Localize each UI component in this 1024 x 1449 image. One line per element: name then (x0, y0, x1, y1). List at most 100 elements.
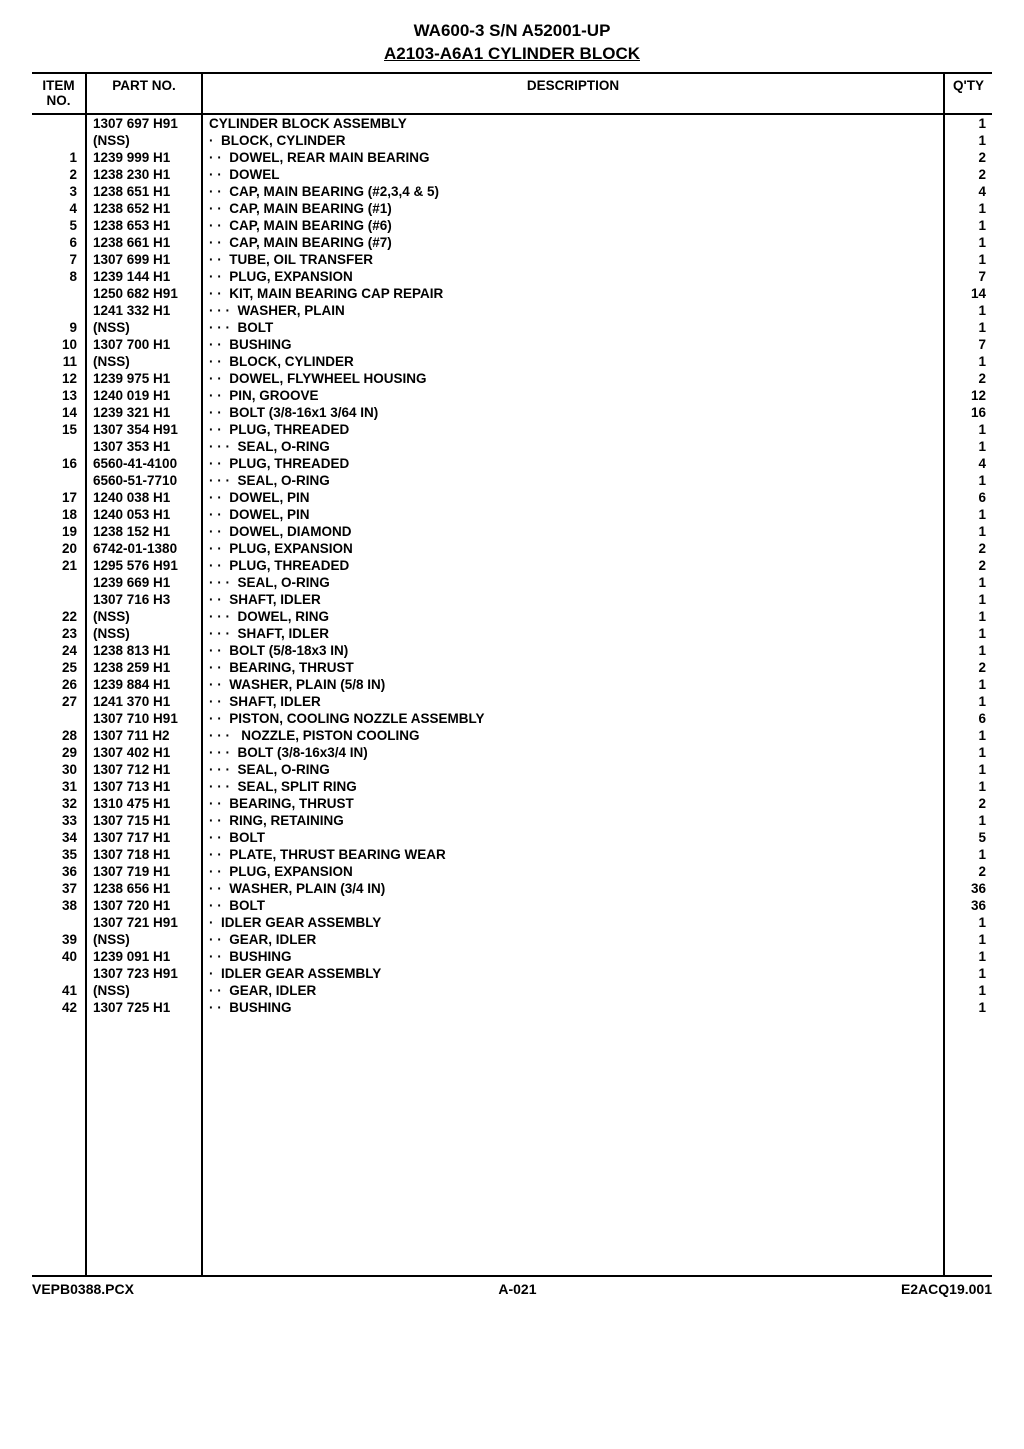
cell-description: PLUG, EXPANSION (202, 863, 944, 880)
parts-table: ITEMNO. PART NO. DESCRIPTION Q'TY 1307 6… (32, 72, 992, 1277)
cell-item-no: 1 (32, 149, 86, 166)
cell-part-no: 1238 259 H1 (86, 659, 202, 676)
cell-description: PLUG, THREADED (202, 455, 944, 472)
table-row: 21238 230 H1DOWEL2 (32, 166, 992, 183)
cell-part-no: 6560-51-7710 (86, 472, 202, 489)
cell-part-no: 1295 576 H91 (86, 557, 202, 574)
cell-part-no: 1238 813 H1 (86, 642, 202, 659)
cell-part-no: 1307 723 H91 (86, 965, 202, 982)
cell-part-no: (NSS) (86, 353, 202, 370)
cell-qty: 1 (944, 200, 992, 217)
cell-qty: 1 (944, 965, 992, 982)
table-row: 401239 091 H1BUSHING1 (32, 948, 992, 965)
cell-part-no: 1239 669 H1 (86, 574, 202, 591)
table-row: 1239 669 H1SEAL, O-RING1 (32, 574, 992, 591)
cell-description: SEAL, O-RING (202, 472, 944, 489)
table-row: 341307 717 H1BOLT5 (32, 829, 992, 846)
cell-qty: 2 (944, 540, 992, 557)
cell-qty: 1 (944, 132, 992, 149)
cell-qty: 36 (944, 897, 992, 914)
cell-part-no: 1307 720 H1 (86, 897, 202, 914)
table-row: 321310 475 H1BEARING, THRUST2 (32, 795, 992, 812)
table-row: 41238 652 H1CAP, MAIN BEARING (#1)1 (32, 200, 992, 217)
cell-qty: 14 (944, 285, 992, 302)
cell-description: BEARING, THRUST (202, 795, 944, 812)
cell-item-no: 23 (32, 625, 86, 642)
table-row: 261239 884 H1WASHER, PLAIN (5/8 IN)1 (32, 676, 992, 693)
table-row: 51238 653 H1CAP, MAIN BEARING (#6)1 (32, 217, 992, 234)
cell-qty: 2 (944, 149, 992, 166)
cell-description: BOLT (202, 319, 944, 336)
cell-item-no: 8 (32, 268, 86, 285)
cell-item-no: 37 (32, 880, 86, 897)
cell-item-no: 24 (32, 642, 86, 659)
cell-qty: 2 (944, 795, 992, 812)
table-row: 9(NSS)BOLT1 (32, 319, 992, 336)
cell-item-no: 11 (32, 353, 86, 370)
cell-qty: 1 (944, 217, 992, 234)
cell-description: CAP, MAIN BEARING (#6) (202, 217, 944, 234)
cell-part-no: 1241 332 H1 (86, 302, 202, 319)
cell-item-no (32, 132, 86, 149)
cell-part-no: 1239 321 H1 (86, 404, 202, 421)
cell-qty: 1 (944, 846, 992, 863)
table-row: 1307 723 H91IDLER GEAR ASSEMBLY1 (32, 965, 992, 982)
cell-description: CAP, MAIN BEARING (#1) (202, 200, 944, 217)
table-row: 1241 332 H1WASHER, PLAIN1 (32, 302, 992, 319)
table-row: 22(NSS)DOWEL, RING1 (32, 608, 992, 625)
cell-qty: 2 (944, 863, 992, 880)
cell-description: WASHER, PLAIN (202, 302, 944, 319)
cell-item-no: 19 (32, 523, 86, 540)
cell-qty: 1 (944, 982, 992, 999)
table-body: 1307 697 H91CYLINDER BLOCK ASSEMBLY1(NSS… (32, 114, 992, 1276)
cell-part-no: 1238 652 H1 (86, 200, 202, 217)
cell-description: GEAR, IDLER (202, 931, 944, 948)
cell-item-no: 32 (32, 795, 86, 812)
cell-qty: 6 (944, 489, 992, 506)
cell-item-no: 38 (32, 897, 86, 914)
cell-qty: 16 (944, 404, 992, 421)
cell-item-no (32, 591, 86, 608)
table-row: 1307 353 H1SEAL, O-RING1 (32, 438, 992, 455)
table-row: 11(NSS)BLOCK, CYLINDER1 (32, 353, 992, 370)
cell-item-no: 42 (32, 999, 86, 1016)
cell-qty: 2 (944, 659, 992, 676)
cell-description: DOWEL (202, 166, 944, 183)
cell-part-no: 1238 152 H1 (86, 523, 202, 540)
table-row: 141239 321 H1BOLT (3/8-16x1 3/64 IN)16 (32, 404, 992, 421)
cell-part-no: (NSS) (86, 625, 202, 642)
cell-description: KIT, MAIN BEARING CAP REPAIR (202, 285, 944, 302)
cell-item-no: 12 (32, 370, 86, 387)
cell-qty: 12 (944, 387, 992, 404)
cell-item-no: 31 (32, 778, 86, 795)
cell-qty: 1 (944, 625, 992, 642)
table-row: 1307 716 H3SHAFT, IDLER1 (32, 591, 992, 608)
cell-item-no: 17 (32, 489, 86, 506)
table-row: 151307 354 H91PLUG, THREADED1 (32, 421, 992, 438)
cell-part-no: 1307 353 H1 (86, 438, 202, 455)
cell-description: WASHER, PLAIN (3/4 IN) (202, 880, 944, 897)
cell-part-no: (NSS) (86, 931, 202, 948)
cell-description: DOWEL, REAR MAIN BEARING (202, 149, 944, 166)
cell-description: PIN, GROOVE (202, 387, 944, 404)
cell-part-no: (NSS) (86, 982, 202, 999)
cell-item-no (32, 710, 86, 727)
cell-part-no: 1307 718 H1 (86, 846, 202, 863)
cell-description: BUSHING (202, 948, 944, 965)
cell-item-no: 2 (32, 166, 86, 183)
cell-part-no: 1238 230 H1 (86, 166, 202, 183)
cell-item-no: 6 (32, 234, 86, 251)
cell-part-no: 1239 091 H1 (86, 948, 202, 965)
cell-item-no: 10 (32, 336, 86, 353)
cell-qty: 2 (944, 557, 992, 574)
cell-item-no: 25 (32, 659, 86, 676)
table-row: 371238 656 H1WASHER, PLAIN (3/4 IN)36 (32, 880, 992, 897)
cell-item-no: 33 (32, 812, 86, 829)
cell-part-no: 1307 697 H91 (86, 114, 202, 132)
cell-qty: 1 (944, 693, 992, 710)
cell-part-no: 1240 019 H1 (86, 387, 202, 404)
cell-description: TUBE, OIL TRANSFER (202, 251, 944, 268)
cell-qty: 1 (944, 319, 992, 336)
cell-description: PLUG, EXPANSION (202, 540, 944, 557)
cell-qty: 1 (944, 778, 992, 795)
